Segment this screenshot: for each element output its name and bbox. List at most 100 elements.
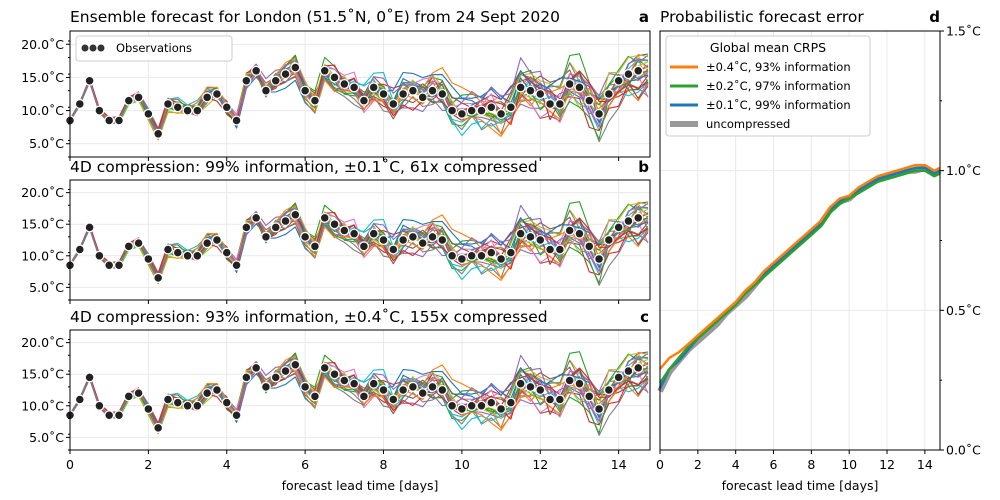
observation-point (153, 422, 164, 433)
observation-point (104, 260, 115, 271)
observation-point (290, 209, 301, 220)
observation-point (143, 108, 154, 119)
x-tick-label: 10 (454, 457, 470, 472)
observation-point (437, 88, 448, 100)
y-tick-label: 15.0˚C (21, 367, 64, 382)
observation-point (437, 384, 448, 396)
observation-point (515, 378, 526, 389)
observation-point (113, 260, 125, 271)
observation-point (417, 92, 428, 103)
y-tick-label: 10.0˚C (21, 248, 64, 263)
observation-point (211, 88, 223, 100)
legend-obs-marker-1 (81, 44, 89, 52)
observation-point (162, 98, 174, 109)
panel-d-legend: Global mean CRPS ±0.4˚C, 93% information… (665, 35, 871, 137)
axes-frame (69, 30, 651, 158)
observation-point (153, 128, 164, 139)
y-tick-label: 15.0˚C (21, 70, 64, 85)
legend-label-01: ±0.1˚C, 99% information (706, 97, 851, 112)
y-tick-label: 20.0˚C (21, 185, 64, 200)
observation-point (143, 403, 154, 414)
observation-point (221, 247, 232, 258)
x-tick-label: 4 (223, 457, 231, 472)
observation-point (104, 410, 115, 421)
observation-point (251, 362, 262, 373)
observation-point (192, 105, 203, 116)
observation-point (104, 115, 115, 126)
panel-c-title: 4D compression: 93% information, ±0.4˚C,… (70, 308, 548, 326)
observation-point (496, 253, 507, 264)
y-tick-label: 5.0˚C (29, 430, 64, 445)
observation-point (172, 102, 183, 113)
observation-point (564, 225, 575, 236)
observation-point (329, 219, 340, 230)
observation-point (349, 378, 360, 389)
observation-point (300, 381, 311, 392)
panel-b-title: 4D compression: 99% information, ±0.1˚C,… (70, 158, 538, 176)
observation-point (613, 222, 624, 233)
observation-point (515, 82, 526, 93)
observation-point (378, 88, 389, 100)
legend-title: Global mean CRPS (710, 40, 826, 55)
observation-point (133, 388, 144, 399)
observation-point (319, 212, 330, 223)
observation-point (594, 253, 605, 264)
legend-box (75, 35, 233, 62)
observation-point (476, 105, 487, 116)
observation-point (564, 375, 575, 386)
x-tick-label: 6 (301, 457, 309, 472)
x-tick-label: 0 (66, 457, 74, 472)
observation-point (456, 403, 467, 414)
observation-point (368, 228, 379, 239)
observation-point (329, 369, 340, 380)
y-tick-label: 1.5˚C (946, 24, 981, 39)
observation-point (270, 372, 281, 383)
x-tick-label: 12 (879, 457, 895, 472)
observation-point (545, 98, 556, 109)
observation-point (515, 228, 526, 239)
observation-point (162, 394, 174, 405)
panel-a-legend: Observations (75, 35, 233, 62)
legend-label-uncompressed: uncompressed (706, 117, 790, 131)
observation-point (123, 241, 134, 252)
x-tick-label: 0 (656, 457, 664, 472)
observation-point (623, 69, 634, 80)
observation-point (260, 85, 271, 96)
y-tick-label: 20.0˚C (21, 37, 64, 52)
observation-point (339, 79, 350, 90)
observation-point (486, 102, 497, 113)
observation-point (603, 88, 614, 100)
observation-point (505, 102, 516, 113)
observation-point (486, 397, 497, 408)
observation-point (427, 381, 438, 392)
observation-point (202, 388, 213, 399)
observation-point (133, 92, 144, 103)
observation-point (309, 95, 320, 106)
observation-point (388, 394, 399, 405)
observation-point (398, 88, 409, 100)
observation-point (594, 403, 605, 414)
observation-point (113, 410, 125, 421)
observation-point (545, 394, 556, 405)
panel-a-letter: a (639, 8, 649, 26)
observation-point (476, 400, 487, 411)
observation-point (574, 82, 585, 93)
observation-point (349, 82, 360, 93)
observation-point (241, 222, 252, 233)
observation-point (398, 384, 409, 396)
x-tick-label: 10 (841, 457, 857, 472)
legend-obs-marker-2 (89, 44, 97, 52)
observation-point (221, 102, 232, 113)
panel-b-letter: b (638, 158, 649, 176)
observation-point (280, 366, 291, 377)
observation-point (535, 88, 546, 100)
observation-point (182, 250, 193, 261)
panel-c-compressed-93: 5.0˚C 10.0˚C 15.0˚C 20.0˚C 0 2 4 6 8 10 12 14 4D co… (21, 308, 651, 493)
observation-point (143, 253, 154, 264)
observation-point (74, 394, 85, 405)
observation-point (466, 105, 477, 116)
y-tick-label: 20.0˚C (21, 335, 64, 350)
observation-point (260, 381, 271, 392)
observation-point (525, 231, 536, 242)
panel-c-xlabel: forecast lead time [days] (282, 478, 439, 493)
